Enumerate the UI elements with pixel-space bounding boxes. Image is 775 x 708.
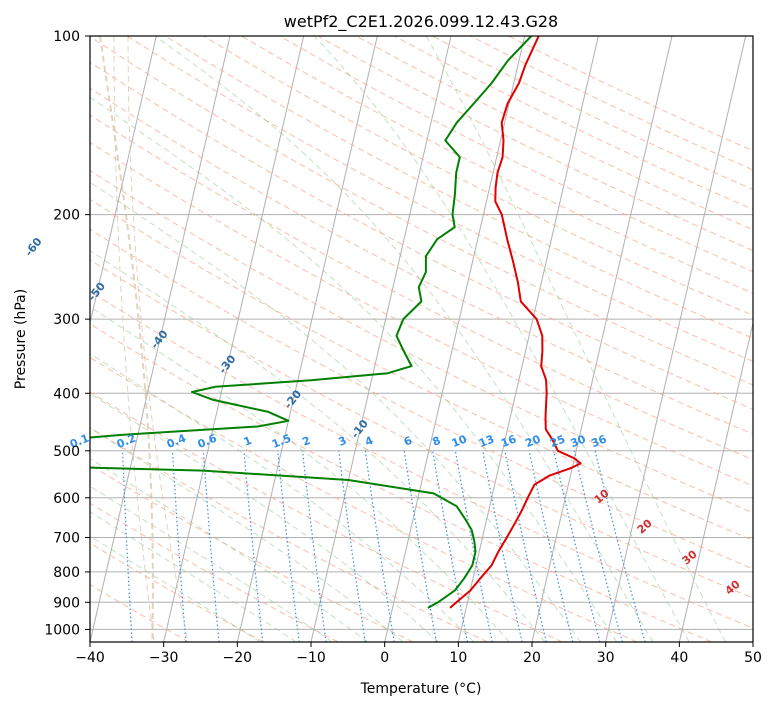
isotherm-line [236,36,378,642]
mixing-ratio-label: 10 [450,432,469,450]
x-tick-label: −40 [75,650,105,666]
auxiliary-curve [113,36,155,642]
plot-frame [89,35,754,643]
x-tick-label: 20 [523,650,541,666]
mixing-ratio-label: 16 [499,432,518,450]
dry-adiabat [90,228,753,570]
moist-adiabat [90,181,582,642]
x-tick-label: 0 [380,650,389,666]
isotherm-line [90,36,157,326]
dry-adiabat [90,36,753,386]
mixing-ratio-line [432,450,469,642]
mixing-ratio-label: 25 [548,432,567,450]
y-tick-label: 400 [53,386,80,402]
moist-adiabat [90,353,475,642]
y-tick-label: 500 [53,444,80,460]
x-tick-label: 10 [449,650,467,666]
dry-adiabat [90,583,190,642]
mixing-ratio-label: 1 [242,434,254,449]
dry-adiabat [90,198,753,541]
dry-adiabat [203,36,753,317]
isotherm-line [384,36,526,642]
x-tick-label: 30 [597,650,615,666]
y-tick-label: 700 [53,531,80,547]
dry-adiabat [90,259,753,599]
moist-adiabat [90,250,546,642]
moist-adiabat [154,36,654,642]
x-tick-label: −10 [296,650,326,666]
moist-adiabat [90,96,618,642]
mixing-ratio-line [243,450,264,642]
mixing-ratio-line [202,450,220,642]
mixing-ratio-line [454,450,493,642]
mixing-ratio-line [122,450,133,642]
x-tick-label: −20 [223,650,253,666]
isotherm-line [457,36,599,642]
chart-title: wetPf2_C2E1.2026.099.12.43.G28 [284,12,558,32]
temperature-profile-line [449,36,582,609]
moist-adiabat [425,36,727,642]
mixing-ratio-line [528,450,574,642]
x-tick-label: 50 [744,650,762,666]
mixing-ratio-label: 30 [569,432,588,450]
moist-adiabat [313,36,690,642]
moist-adiabat [90,485,333,642]
mixing-ratio-line [301,450,327,642]
dry-adiabat [90,61,753,410]
dry-adiabat [90,323,712,642]
y-tick-label: 200 [53,208,80,224]
moist-adiabat [90,457,368,642]
isotherm-line [310,36,452,642]
dry-adiabat [90,356,638,642]
mixing-ratio-line [504,450,547,642]
x-tick-label: −30 [149,650,179,666]
x-tick-label: 40 [670,650,688,666]
isotherm-line [90,36,231,642]
mixing-ratio-label: 2 [300,434,312,449]
mixing-ratio-line [573,450,623,642]
dewpoint-profile-line [90,36,533,609]
axes: −40 −30 −20 −10 0 10 20 30 40 50 100 200 300 400 500 60… [44,29,762,666]
dry-adiabat [90,169,753,514]
y-tick-label: 900 [53,595,80,611]
mixing-ratio-line [594,450,646,642]
moist-adiabat [90,392,439,642]
auxiliary-curve [127,36,189,642]
mixing-ratio-label: 13 [477,432,496,450]
dry-adiabat [90,141,753,487]
isotherm-line [163,36,305,642]
mixing-ratio-line [171,450,187,642]
y-tick-label: 600 [53,491,80,507]
mixing-ratio-line [482,450,523,642]
mixing-ratio-line [338,450,366,642]
y-tick-label: 300 [53,312,80,328]
y-tick-label: 100 [53,29,80,45]
dry-adiabat [90,114,753,461]
isotherm-line [678,320,753,642]
mixing-ratio-label: 3 [337,434,349,449]
dry-adiabat [90,464,414,642]
background-lines [90,36,753,642]
y-tick-label: 1000 [44,622,80,638]
y-tick-label: 800 [53,565,80,581]
mixing-ratio-label: 20 [523,432,542,450]
mixing-ratio-line [553,450,601,642]
mixing-ratio-label: 8 [431,434,443,449]
isotherm-line [531,36,673,642]
mixing-ratio-line [277,450,300,642]
x-axis-label: Temperature (°C) [360,681,482,697]
moist-adiabat [90,306,510,642]
dry-adiabat [90,502,339,642]
auxiliary-curve [99,36,154,642]
mixing-ratio-label: 36 [589,432,608,450]
y-axis-label: Pressure (hPa) [13,289,29,389]
plot-area [90,36,753,642]
